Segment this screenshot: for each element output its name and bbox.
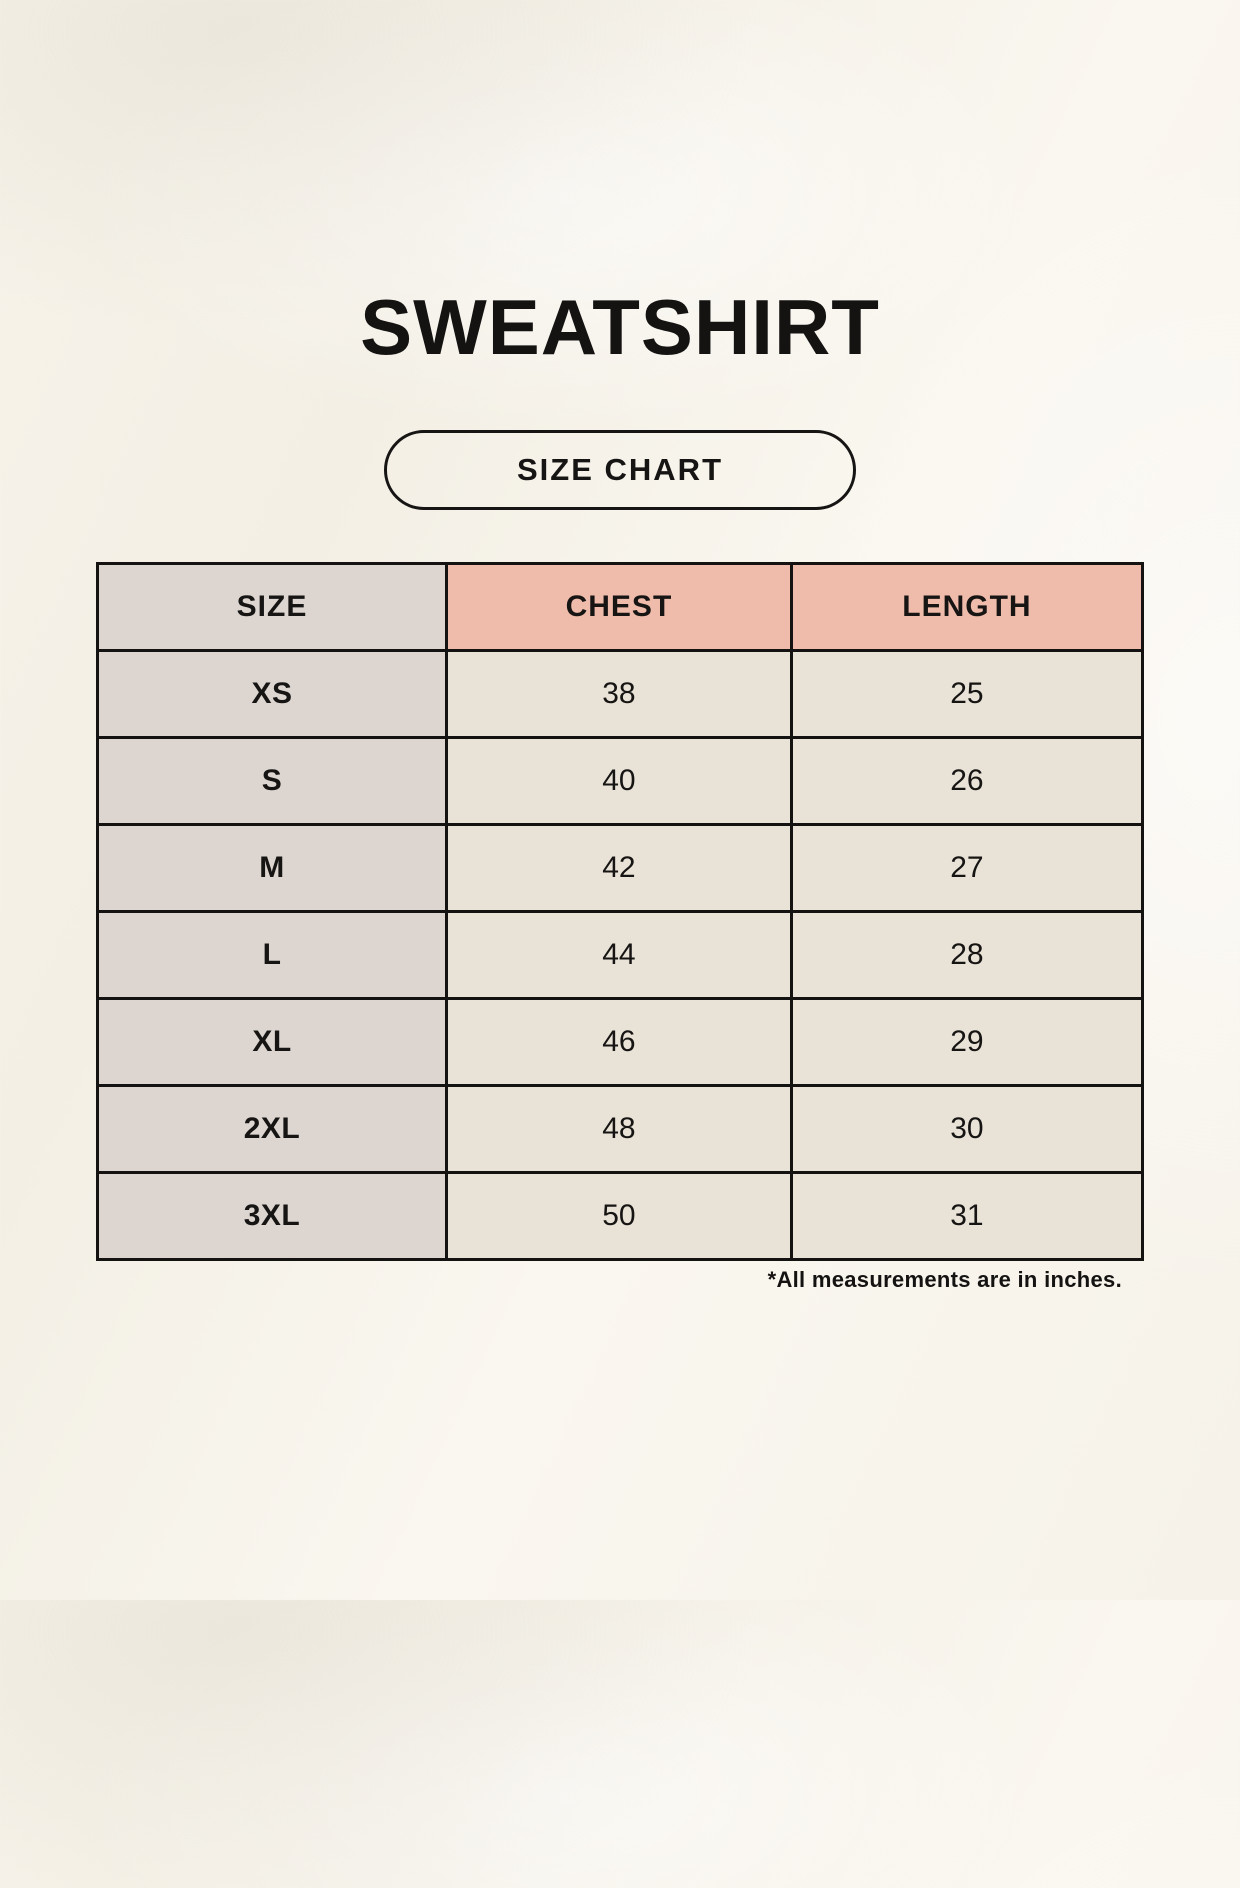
table-row: 2XL 48 30 (95, 1084, 1145, 1174)
size-label: S (95, 736, 449, 826)
table-row: M 42 27 (95, 823, 1145, 913)
size-label: L (95, 910, 449, 1000)
page-title: SWEATSHIRT (360, 283, 880, 371)
table-header-row: SIZE CHEST LENGTH (95, 562, 1145, 652)
size-label: XS (95, 649, 449, 739)
length-value: 29 (789, 997, 1145, 1087)
table-row: XS 38 25 (95, 649, 1145, 739)
size-label: 2XL (95, 1084, 449, 1174)
size-chart-button[interactable]: SIZE CHART (384, 430, 856, 510)
size-label: M (95, 823, 449, 913)
chest-value: 46 (445, 997, 793, 1087)
chest-value: 42 (445, 823, 793, 913)
length-value: 28 (789, 910, 1145, 1000)
table-row: S 40 26 (95, 736, 1145, 826)
size-chart-badge-container: SIZE CHART (0, 430, 1240, 510)
chest-value: 44 (445, 910, 793, 1000)
column-header-chest: CHEST (445, 562, 793, 652)
length-value: 30 (789, 1084, 1145, 1174)
column-header-size: SIZE (95, 562, 449, 652)
column-header-length: LENGTH (789, 562, 1145, 652)
length-value: 31 (789, 1171, 1145, 1261)
table-row: L 44 28 (95, 910, 1145, 1000)
chest-value: 40 (445, 736, 793, 826)
size-chart-table: SIZE CHEST LENGTH XS 38 25 S 40 26 M 42 … (95, 562, 1145, 1261)
length-value: 26 (789, 736, 1145, 826)
length-value: 25 (789, 649, 1145, 739)
length-value: 27 (789, 823, 1145, 913)
chest-value: 38 (445, 649, 793, 739)
chest-value: 50 (445, 1171, 793, 1261)
size-label: 3XL (95, 1171, 449, 1261)
size-label: XL (95, 997, 449, 1087)
measurements-footnote: *All measurements are in inches. (767, 1267, 1122, 1292)
table-row: XL 46 29 (95, 997, 1145, 1087)
table-row: 3XL 50 31 (95, 1171, 1145, 1261)
chest-value: 48 (445, 1084, 793, 1174)
